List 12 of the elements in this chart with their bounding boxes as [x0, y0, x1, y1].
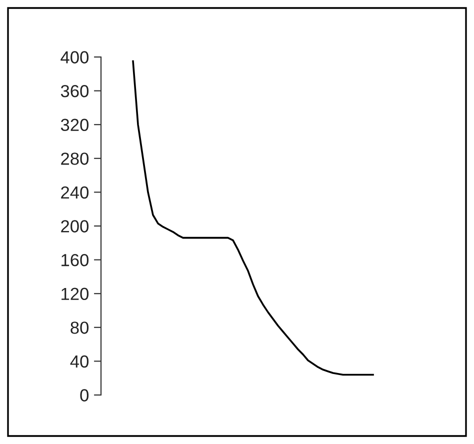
y-tick-label: 40: [70, 355, 89, 368]
y-tick-label: 0: [80, 389, 89, 402]
y-tick-label: 400: [60, 51, 89, 64]
y-tick-label: 320: [60, 118, 89, 132]
y-tick-label: 120: [62, 288, 89, 300]
y-tick-label: 360: [60, 84, 89, 98]
y-tick-label: 80: [70, 322, 89, 334]
y-tick-label: 280: [61, 152, 89, 165]
y-tick-label: 240: [61, 186, 89, 199]
y-tick-label: 200: [61, 220, 89, 232]
line-series: [132, 60, 374, 376]
y-tick-label: 160: [62, 254, 89, 266]
